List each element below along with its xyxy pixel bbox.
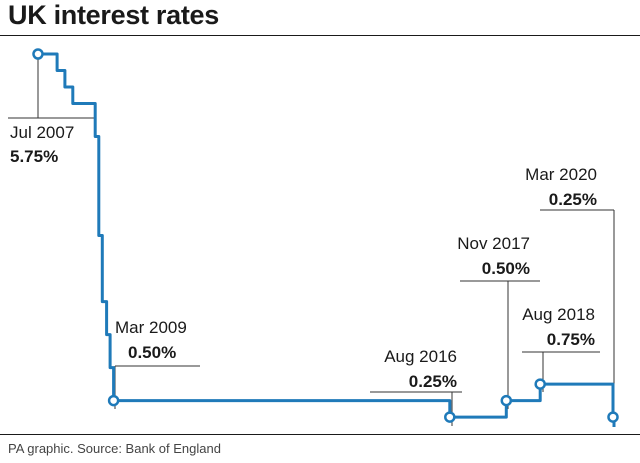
annotation-value: 0.25%	[549, 190, 597, 209]
annotation-value: 0.25%	[409, 372, 457, 391]
annotation-date: Mar 2020	[525, 165, 597, 184]
annotation-date: Mar 2009	[115, 318, 187, 337]
data-point-marker	[107, 394, 120, 407]
bottom-rule	[0, 434, 640, 435]
annotation-value: 0.50%	[482, 259, 530, 278]
annotation-value: 0.50%	[128, 343, 176, 362]
top-rule	[0, 35, 640, 36]
annotation-date: Nov 2017	[457, 234, 530, 253]
annotation-date: Jul 2007	[10, 123, 74, 142]
source-note: PA graphic. Source: Bank of England	[8, 441, 221, 456]
annotation-date: Aug 2016	[384, 347, 457, 366]
rate-series-line	[38, 52, 616, 427]
chart-title: UK interest rates	[8, 0, 219, 30]
data-point-marker	[534, 378, 546, 390]
annotation-value: 5.75%	[10, 147, 58, 166]
data-point-marker	[444, 411, 456, 423]
data-point-marker	[607, 411, 619, 423]
annotation-value: 0.75%	[547, 330, 595, 349]
data-point-marker	[500, 394, 513, 407]
annotation-date: Aug 2018	[522, 305, 595, 324]
data-point-marker	[32, 48, 44, 60]
